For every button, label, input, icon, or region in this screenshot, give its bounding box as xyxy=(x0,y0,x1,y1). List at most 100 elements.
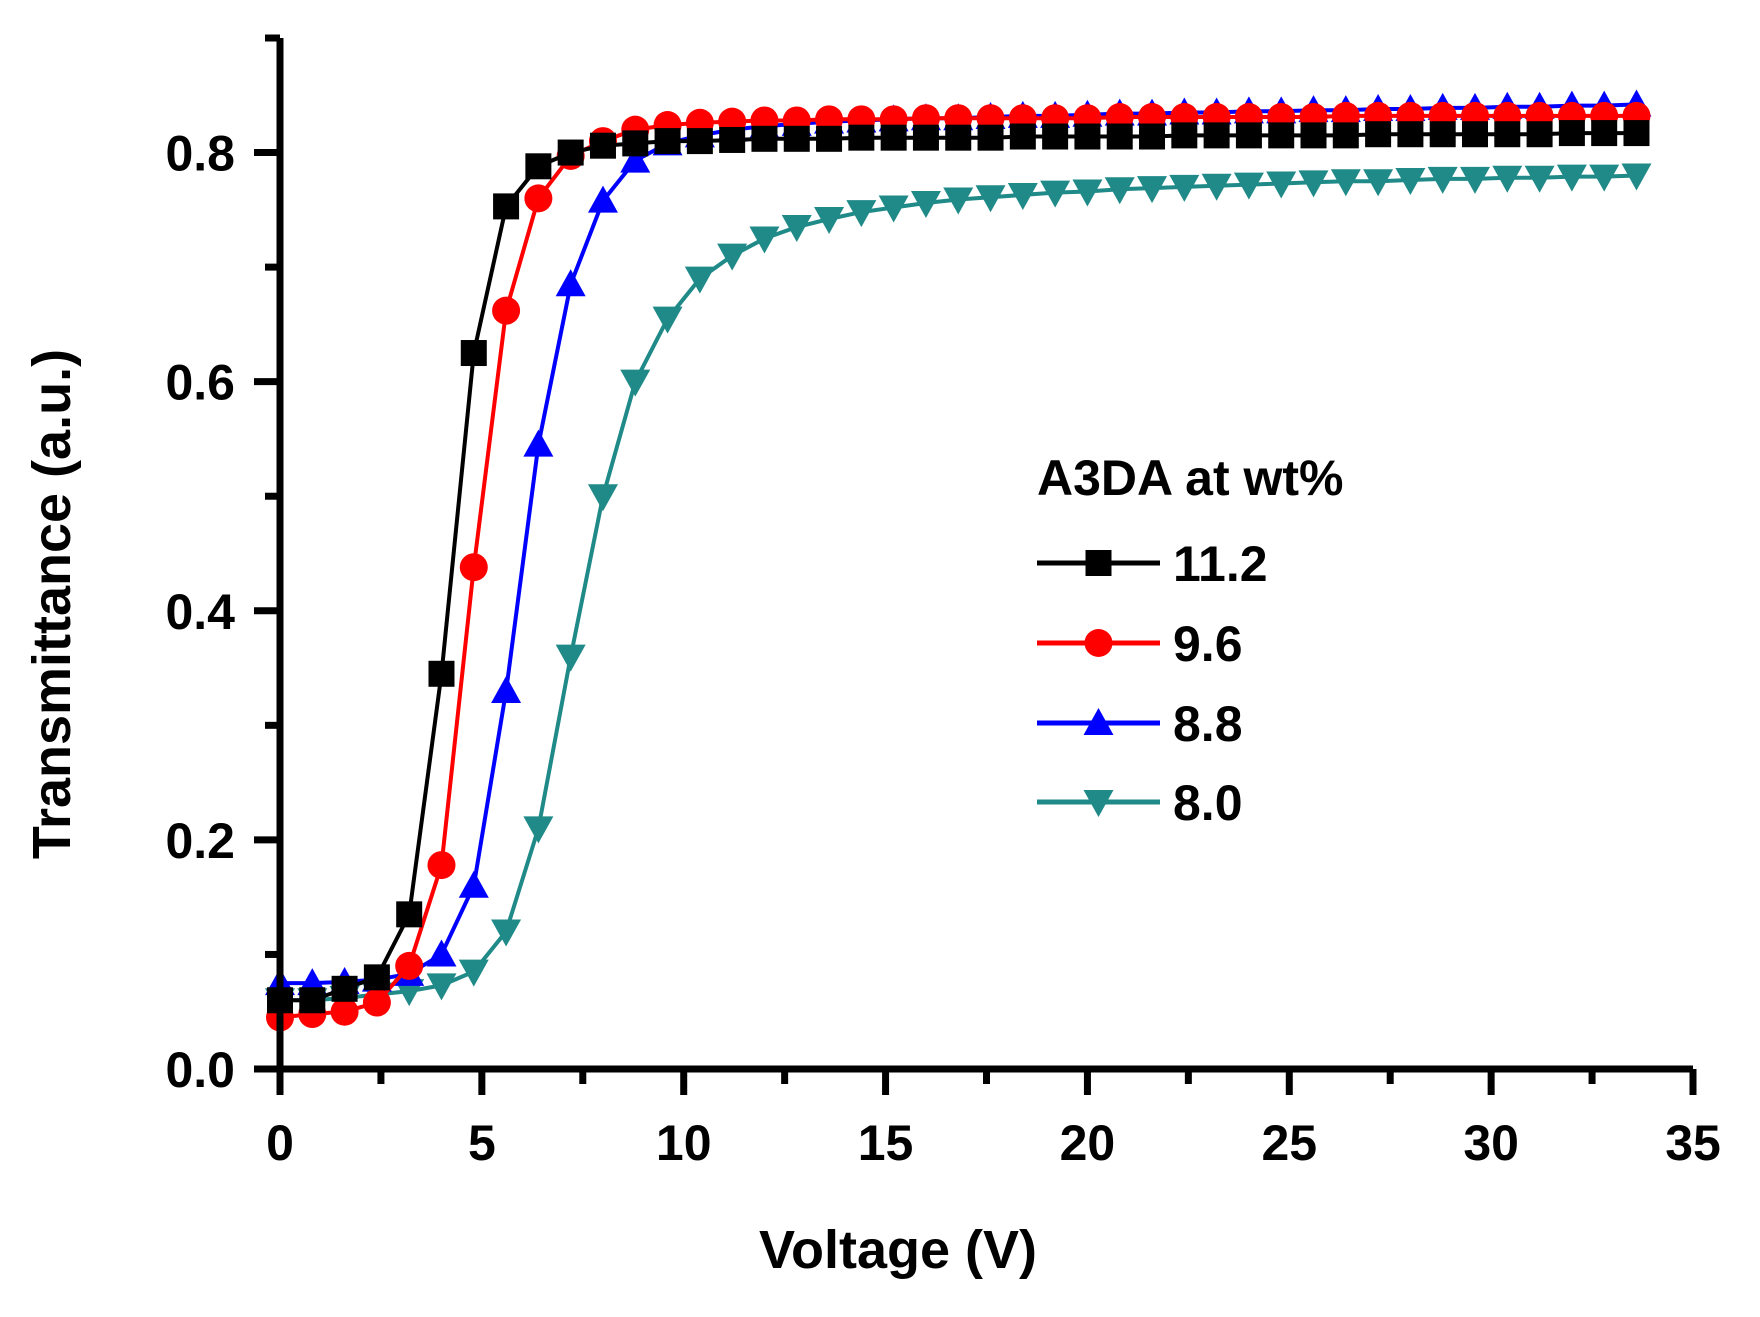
legend-title: A3DA at wt% xyxy=(1037,450,1344,506)
series-8-0-point xyxy=(1363,169,1394,197)
series-8-0-point xyxy=(1266,171,1297,199)
series-11-2-point xyxy=(1074,123,1101,150)
series-11-2-point xyxy=(1461,121,1488,148)
series-8-0-point xyxy=(1298,170,1329,198)
series-11-2-point xyxy=(622,130,649,157)
series-8-0-point xyxy=(814,206,845,234)
series-11-2-point xyxy=(1139,123,1166,150)
series-11-2-point xyxy=(816,125,843,152)
series-11-2-point xyxy=(945,124,972,151)
y-axis-title: Transmittance (a.u.) xyxy=(22,349,82,859)
series-8-8-point xyxy=(426,939,457,967)
series-8-0-point xyxy=(749,226,780,254)
series-11-2-point xyxy=(1268,122,1295,149)
series-8-0-point xyxy=(1330,169,1361,197)
series-8-0-point xyxy=(1621,163,1652,191)
series-8-0-point xyxy=(910,190,941,218)
legend-item-11-2: 11.2 xyxy=(1037,536,1268,592)
y-tick-label: 0.0 xyxy=(165,1042,235,1098)
x-axis-title: Voltage (V) xyxy=(759,1220,1037,1280)
series-8-0-point xyxy=(1524,165,1555,193)
legend-label: 8.0 xyxy=(1173,775,1243,831)
series-8-8-point xyxy=(620,145,651,173)
series-11-2-point xyxy=(1332,122,1359,149)
series-11-2-point xyxy=(880,124,907,151)
legend: A3DA at wt% 11.2 9.6 8.8 8.0 xyxy=(1037,450,1344,831)
series-8-0-point xyxy=(1427,166,1458,194)
legend-label: 9.6 xyxy=(1173,616,1243,672)
series-8-0-point xyxy=(1233,172,1264,200)
series-8-0 xyxy=(265,163,1652,1016)
legend-item-8-8: 8.8 xyxy=(1037,696,1243,752)
series-11-2-point xyxy=(299,987,326,1014)
series-9-6-point xyxy=(492,296,521,325)
series-9-6-point xyxy=(395,951,424,980)
y-tick-label: 0.8 xyxy=(165,126,235,182)
legend-marker xyxy=(1085,550,1112,576)
series-8-8-point xyxy=(523,429,554,457)
series-11-2-point xyxy=(783,125,810,152)
series-8-0-point xyxy=(684,266,715,294)
series-8-0-point xyxy=(587,484,618,512)
series-8-8-point xyxy=(587,185,618,213)
series-11-2-point xyxy=(1526,121,1553,148)
series-11-2-point xyxy=(1591,120,1618,147)
series-8-0-point xyxy=(1169,174,1200,202)
series-11-2-point xyxy=(1397,121,1424,148)
x-tick-label: 0 xyxy=(266,1115,294,1171)
series-11-2-point xyxy=(1494,121,1521,148)
series-8-0-point xyxy=(1104,177,1135,205)
series-9-6-point xyxy=(362,988,391,1017)
series-11-2-point xyxy=(589,132,616,159)
series-8-0-line xyxy=(280,173,1637,1003)
series-9-6-point xyxy=(427,851,456,880)
series-11-2-point xyxy=(1429,121,1456,148)
series-8-8-line xyxy=(280,102,1637,986)
series-11-2-point xyxy=(1009,123,1036,150)
series-11-2-point xyxy=(977,124,1004,151)
series-8-0-point xyxy=(846,200,877,228)
series-11-2-point xyxy=(1623,120,1650,147)
legend-marker xyxy=(1083,790,1114,817)
axes: 0 5 10 15 20 25 30 35 0.0 0.2 0.4 0.6 0.8 xyxy=(165,34,1721,1171)
series-8-0-point xyxy=(1556,164,1587,192)
y-tick-label: 0.4 xyxy=(165,584,235,640)
legend-marker xyxy=(1084,629,1113,657)
x-tick-label: 20 xyxy=(1060,1115,1116,1171)
series-11-2-point xyxy=(912,124,939,151)
series-8-0-point xyxy=(1492,165,1523,193)
series-8-0-point xyxy=(1007,182,1038,210)
legend-label: 11.2 xyxy=(1173,536,1268,592)
series-11-2-point xyxy=(1300,122,1327,149)
x-tick-label: 10 xyxy=(656,1115,712,1171)
series-8-0-point xyxy=(652,306,683,334)
series-11-2-point xyxy=(686,128,713,155)
legend-label: 8.8 xyxy=(1173,696,1243,752)
series-8-0-point xyxy=(1072,179,1103,207)
legend-marker xyxy=(1083,708,1114,735)
series-8-8-point xyxy=(458,870,489,898)
series-8-0-point xyxy=(620,369,651,397)
y-tick-label: 0.6 xyxy=(165,355,235,411)
series-11-2-point xyxy=(654,128,681,155)
series-11-2-point xyxy=(1106,123,1133,150)
x-tick-label: 15 xyxy=(858,1115,914,1171)
series-8-0-point xyxy=(426,973,457,1001)
x-tick-label: 30 xyxy=(1463,1115,1519,1171)
series-8-0-point xyxy=(458,959,489,987)
x-tick-label: 5 xyxy=(468,1115,496,1171)
series-8-0-point xyxy=(1395,168,1426,196)
series-11-2-point xyxy=(557,139,584,166)
series-11-2-point xyxy=(396,901,423,928)
series-11-2-point xyxy=(331,975,358,1002)
series-8-0-point xyxy=(1589,164,1620,192)
series-11-2-point xyxy=(493,193,520,220)
series-11-2-point xyxy=(363,964,390,991)
series-8-8 xyxy=(265,89,1652,996)
series-11-2-point xyxy=(460,340,487,367)
series-11-2-point xyxy=(719,126,746,153)
series-11-2-point xyxy=(1203,122,1230,149)
series-8-0-point xyxy=(1137,176,1168,204)
series-11-2-point xyxy=(1558,120,1585,147)
series-8-0-point xyxy=(523,816,554,844)
